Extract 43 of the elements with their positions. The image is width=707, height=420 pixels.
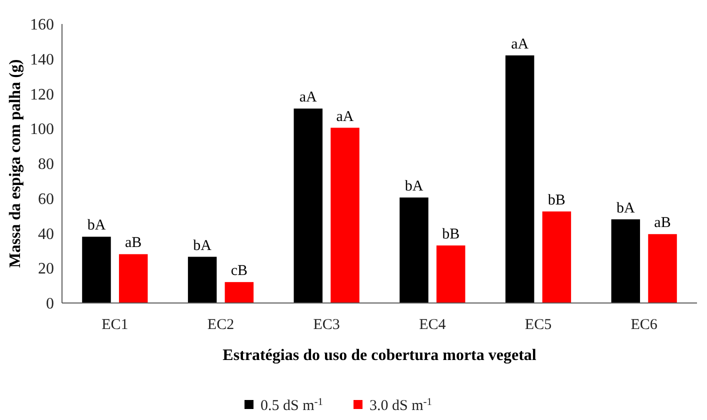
data-label: aA xyxy=(299,90,318,106)
data-label: bA xyxy=(87,218,106,234)
y-tick-label: 160 xyxy=(30,16,54,34)
y-axis-title: Massa da espiga com palha (g) xyxy=(7,59,24,268)
data-label: aB xyxy=(654,215,671,232)
bar xyxy=(436,245,466,303)
y-tick-label: 80 xyxy=(38,156,54,174)
data-label: bA xyxy=(404,178,424,195)
data-label: bB xyxy=(442,226,460,242)
bar xyxy=(294,108,323,303)
legend-label: 0.5 dS m$^{-1}$ xyxy=(260,396,324,414)
x-tick-label: EC2 xyxy=(207,317,234,333)
data-label: cB xyxy=(230,263,248,280)
bar xyxy=(118,254,148,303)
y-tick-label: 140 xyxy=(30,51,54,68)
bar xyxy=(505,55,534,303)
y-tick-label: 120 xyxy=(30,86,54,104)
x-tick-label: EC1 xyxy=(102,317,128,333)
x-tick-label: EC4 xyxy=(419,317,446,333)
y-tick-label: 100 xyxy=(30,121,54,138)
data-label: aA xyxy=(336,108,354,125)
x-tick-label: EC3 xyxy=(313,317,340,333)
bar xyxy=(82,236,111,303)
bar xyxy=(330,128,360,303)
bar xyxy=(542,211,572,303)
data-label: aA xyxy=(511,36,529,52)
data-label: aB xyxy=(125,235,142,252)
data-label: bA xyxy=(616,200,635,216)
bar xyxy=(648,234,677,303)
y-tick-label: 20 xyxy=(38,260,54,278)
data-label: bB xyxy=(548,192,566,208)
x-tick-label: EC6 xyxy=(630,317,658,333)
x-tick-label: EC5 xyxy=(524,317,552,333)
y-tick-label: 40 xyxy=(38,226,54,243)
bar xyxy=(188,256,217,303)
x-axis-title: Estratégias do uso de cobertura morta vegetal xyxy=(222,347,537,364)
bar xyxy=(611,219,640,303)
y-tick-label: 60 xyxy=(38,190,54,208)
data-label: bA xyxy=(193,238,212,254)
legend-label: 3.0 dS m$^{-1}$ xyxy=(370,396,432,414)
bar xyxy=(400,198,428,303)
y-tick-label: 0 xyxy=(46,296,54,313)
bar xyxy=(224,282,254,303)
